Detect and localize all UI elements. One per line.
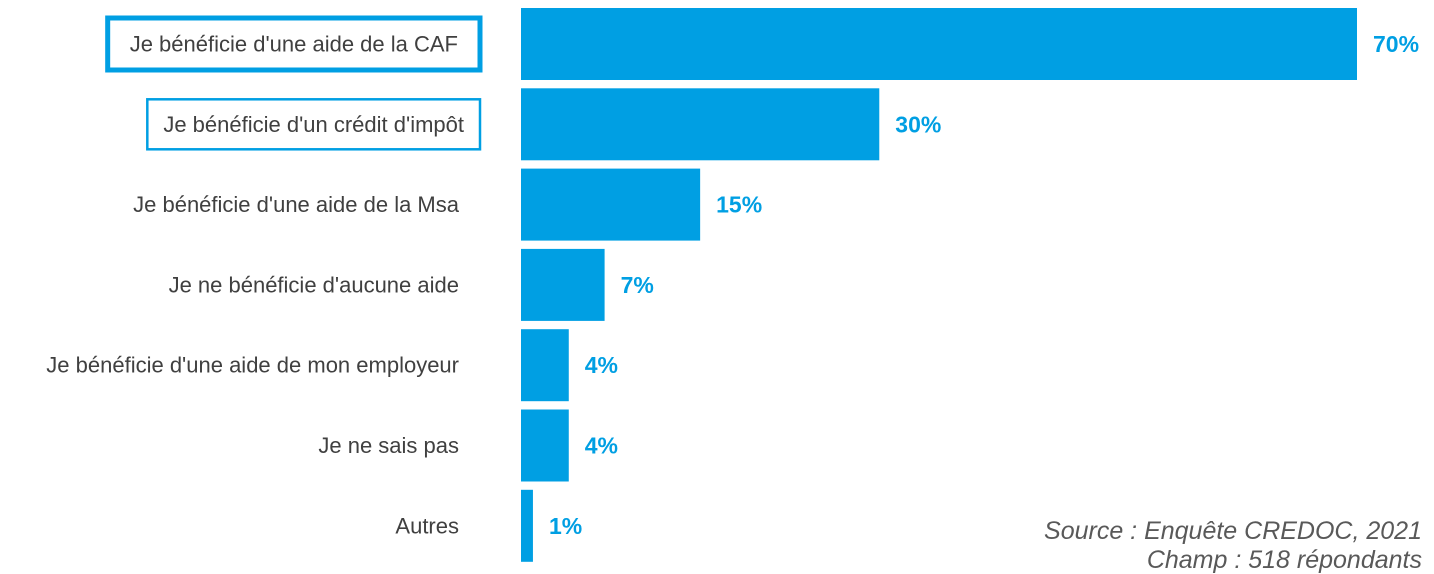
- bar-je-beneficie-d-une-aide-de-la-msa: [521, 168, 701, 241]
- bar-je-beneficie-d-une-aide-de-la-caf: [521, 8, 1357, 80]
- category-label-je-beneficie-d-une-aide-de-la-caf: Je bénéficie d'une aide de la CAF: [130, 32, 458, 57]
- bar-je-beneficie-d-un-credit-d-impot: [521, 88, 880, 161]
- value-label-je-beneficie-d-une-aide-de-la-msa: 15%: [716, 192, 762, 218]
- bar-je-ne-beneficie-d-aucune-aide: [521, 248, 605, 321]
- value-label-je-beneficie-d-une-aide-de-la-caf: 70%: [1373, 31, 1419, 57]
- bar-je-beneficie-d-une-aide-de-mon-employeur: [521, 329, 569, 402]
- category-label-je-ne-sais-pas: Je ne sais pas: [318, 433, 459, 458]
- bar-autres: [521, 489, 533, 562]
- bar-chart: 70% Je bénéficie d'une aide de la CAF 30% J…: [46, 8, 1419, 562]
- bar-je-ne-sais-pas: [521, 409, 569, 482]
- category-label-je-beneficie-d-un-credit-d-impot: Je bénéficie d'un crédit d'impôt: [163, 112, 464, 137]
- value-label-je-beneficie-d-un-credit-d-impot: 30%: [895, 111, 941, 137]
- category-label-je-beneficie-d-une-aide-de-la-msa: Je bénéficie d'une aide de la Msa: [133, 192, 460, 217]
- highlight-box-je-beneficie-d-un-credit-d-impot: [146, 98, 482, 151]
- highlight-box-je-beneficie-d-une-aide-de-la-caf: [105, 15, 483, 73]
- value-label-autres: 1%: [549, 513, 582, 539]
- value-label-je-ne-sais-pas: 4%: [585, 433, 618, 459]
- value-label-je-ne-beneficie-d-aucune-aide: 7%: [621, 272, 654, 298]
- category-label-autres: Autres: [395, 513, 459, 538]
- category-label-je-beneficie-d-une-aide-de-mon-employeur: Je bénéficie d'une aide de mon employeur: [46, 353, 459, 378]
- value-label-je-beneficie-d-une-aide-de-mon-employeur: 4%: [585, 352, 618, 378]
- source-note: Source : Enquête CREDOC, 2021: [1044, 517, 1422, 545]
- sample-note: Champ : 518 répondants: [1146, 546, 1422, 574]
- category-label-je-ne-beneficie-d-aucune-aide: Je ne bénéficie d'aucune aide: [169, 272, 459, 297]
